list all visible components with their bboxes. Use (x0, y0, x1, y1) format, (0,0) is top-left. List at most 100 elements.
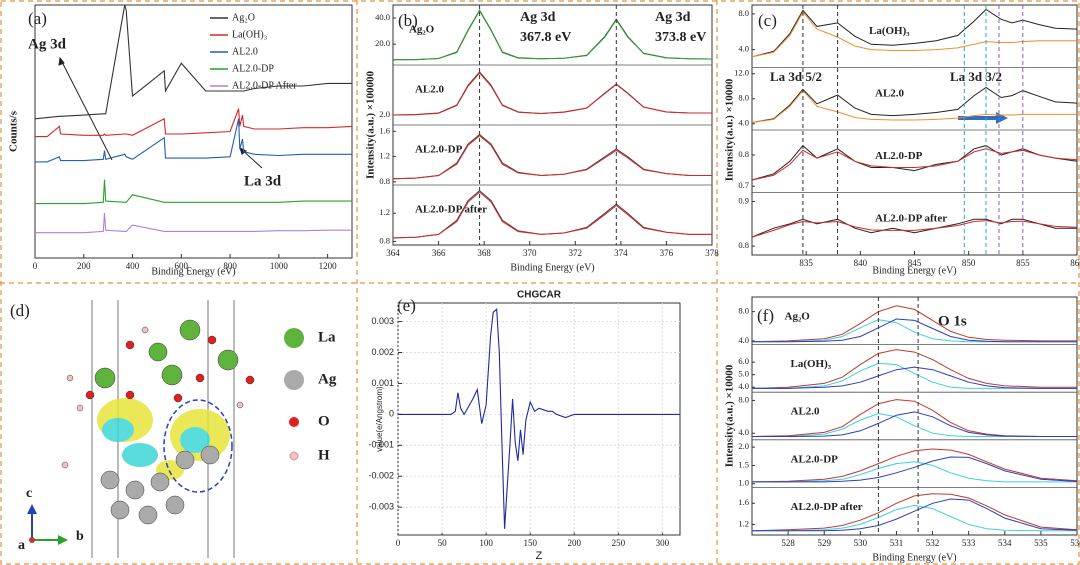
chart-title: CHGCAR (517, 290, 562, 301)
series-line (751, 86, 1078, 123)
x-tick-label: 0 (396, 538, 401, 548)
series-line (398, 308, 680, 529)
x-tick-label: 530 (854, 538, 868, 548)
annotation: La 3d 3/2 (950, 69, 1002, 84)
panel-label: (a) (28, 9, 47, 28)
y-tick-label: 0 (389, 409, 394, 419)
y-tick-label: 6.0 (738, 356, 749, 366)
y-tick-label: 2.0 (379, 109, 390, 119)
legend-label: AL2.0 (232, 46, 258, 57)
subpanel-label: Ag₂O (409, 24, 435, 36)
legend-label: H (318, 447, 330, 463)
annotation: La 3d (244, 173, 282, 189)
series-line (752, 412, 1077, 437)
y-tick-label: 2.0 (738, 441, 749, 451)
legend-label: Ag₂O (232, 12, 255, 23)
y-tick-label: 1.6 (379, 125, 390, 135)
structure-panel: (d) (10, 300, 337, 558)
x-tick-label: 366 (432, 248, 446, 258)
annotation: Ag 3d (28, 36, 67, 52)
subpanel-label: AL2.0-DP after (791, 501, 863, 513)
y-tick-label: 1.2 (379, 207, 390, 217)
panel-label: (b) (398, 11, 418, 30)
series-line (751, 11, 1077, 58)
x-tick-label: 250 (612, 538, 626, 548)
series-line (35, 212, 352, 234)
x-tick-label: 536 (1070, 538, 1080, 548)
x-tick-label: 150 (523, 538, 537, 548)
x-tick-label: 1200 (319, 261, 338, 271)
legend-label: La (318, 329, 336, 345)
y-tick-label: 8.0 (738, 306, 749, 316)
x-tick-label: 531 (890, 538, 904, 548)
panel-label: (f) (757, 306, 774, 325)
subpanel-label: AL2.0-DP (875, 150, 923, 162)
series-line (752, 362, 1077, 389)
subpanel-label: AL2.0-DP after (875, 212, 947, 224)
x-tick-label: 200 (77, 261, 91, 271)
y-tick-label: 4.0 (738, 427, 749, 437)
x-tick-label: 374 (614, 248, 628, 258)
x-axis-label: Binding Energy (eV) (872, 265, 956, 276)
y-axis-label: Intensity(a.u.) ×100000 (365, 70, 377, 179)
legend-label: AL2.0-DP After (232, 80, 297, 91)
x-tick-label: 532 (926, 538, 940, 548)
y-tick-label: 1.2 (738, 518, 749, 528)
series-line (751, 305, 1077, 343)
subpanel-label: Ag₂O (785, 311, 811, 323)
y-axis-label: value(e/Angstrom) (375, 386, 384, 452)
x-tick-label: 368 (477, 248, 491, 258)
series-line (751, 218, 1077, 238)
x-axis-label: Binding Energy (eV) (872, 552, 956, 563)
y-tick-label: -0.003 (368, 502, 394, 512)
legend-label: AL2.0-DP (232, 63, 274, 74)
series-line (751, 144, 1078, 181)
legend-label: Ag (318, 371, 337, 387)
x-tick-label: 400 (126, 261, 140, 271)
panel-label: (d) (10, 301, 30, 320)
x-tick-label: 372 (569, 248, 583, 258)
subpanel-label: AL2.0 (415, 84, 445, 96)
series-line (392, 9, 713, 61)
x-tick-label: 100 (479, 538, 493, 548)
panel-label: (e) (397, 296, 416, 315)
series-line (752, 504, 1077, 532)
series-line (752, 318, 1077, 343)
series-line (35, 108, 353, 138)
x-tick-label: 835 (799, 258, 813, 268)
x-tick-label: 0 (33, 261, 38, 271)
y-axis-label: Intensity(a.u.) ×10000 (724, 78, 736, 181)
y-tick-label: 0.001 (371, 378, 394, 388)
y-tick-label: 4.0 (738, 118, 749, 128)
series-line (752, 498, 1078, 532)
subpanel-label: AL2.0-DP after (415, 204, 487, 216)
y-axis-label: Counts/s (8, 110, 20, 152)
annotation: 373.8 eV (655, 30, 706, 45)
x-axis-label: Binding Energy (eV) (151, 266, 235, 277)
series-line (392, 133, 712, 180)
y-tick-label: 0.8 (379, 176, 390, 186)
series-line (751, 349, 1077, 389)
x-tick-label: 1000 (270, 261, 289, 271)
x-tick-label: 535 (1034, 538, 1048, 548)
y-tick-label: -0.002 (368, 471, 394, 481)
y-tick-label: 1.5 (738, 459, 749, 469)
y-tick-label: 0.003 (371, 316, 394, 326)
x-tick-label: 50 (438, 538, 448, 548)
series-line (752, 319, 1077, 343)
x-axis-label: Z (536, 550, 543, 562)
y-tick-label: 0.8 (738, 149, 749, 159)
y-tick-label: 8.0 (738, 8, 749, 18)
x-tick-label: 840 (854, 258, 868, 268)
x-tick-label: 534 (998, 538, 1012, 548)
charge-density (97, 398, 230, 480)
y-tick-label: 4.0 (738, 335, 749, 345)
x-tick-label: 300 (656, 538, 670, 548)
x-tick-label: 850 (962, 258, 976, 268)
x-tick-label: 200 (568, 538, 582, 548)
series-line (752, 461, 1077, 483)
y-tick-label: 8.0 (738, 93, 749, 103)
x-tick-label: 533 (962, 538, 976, 548)
